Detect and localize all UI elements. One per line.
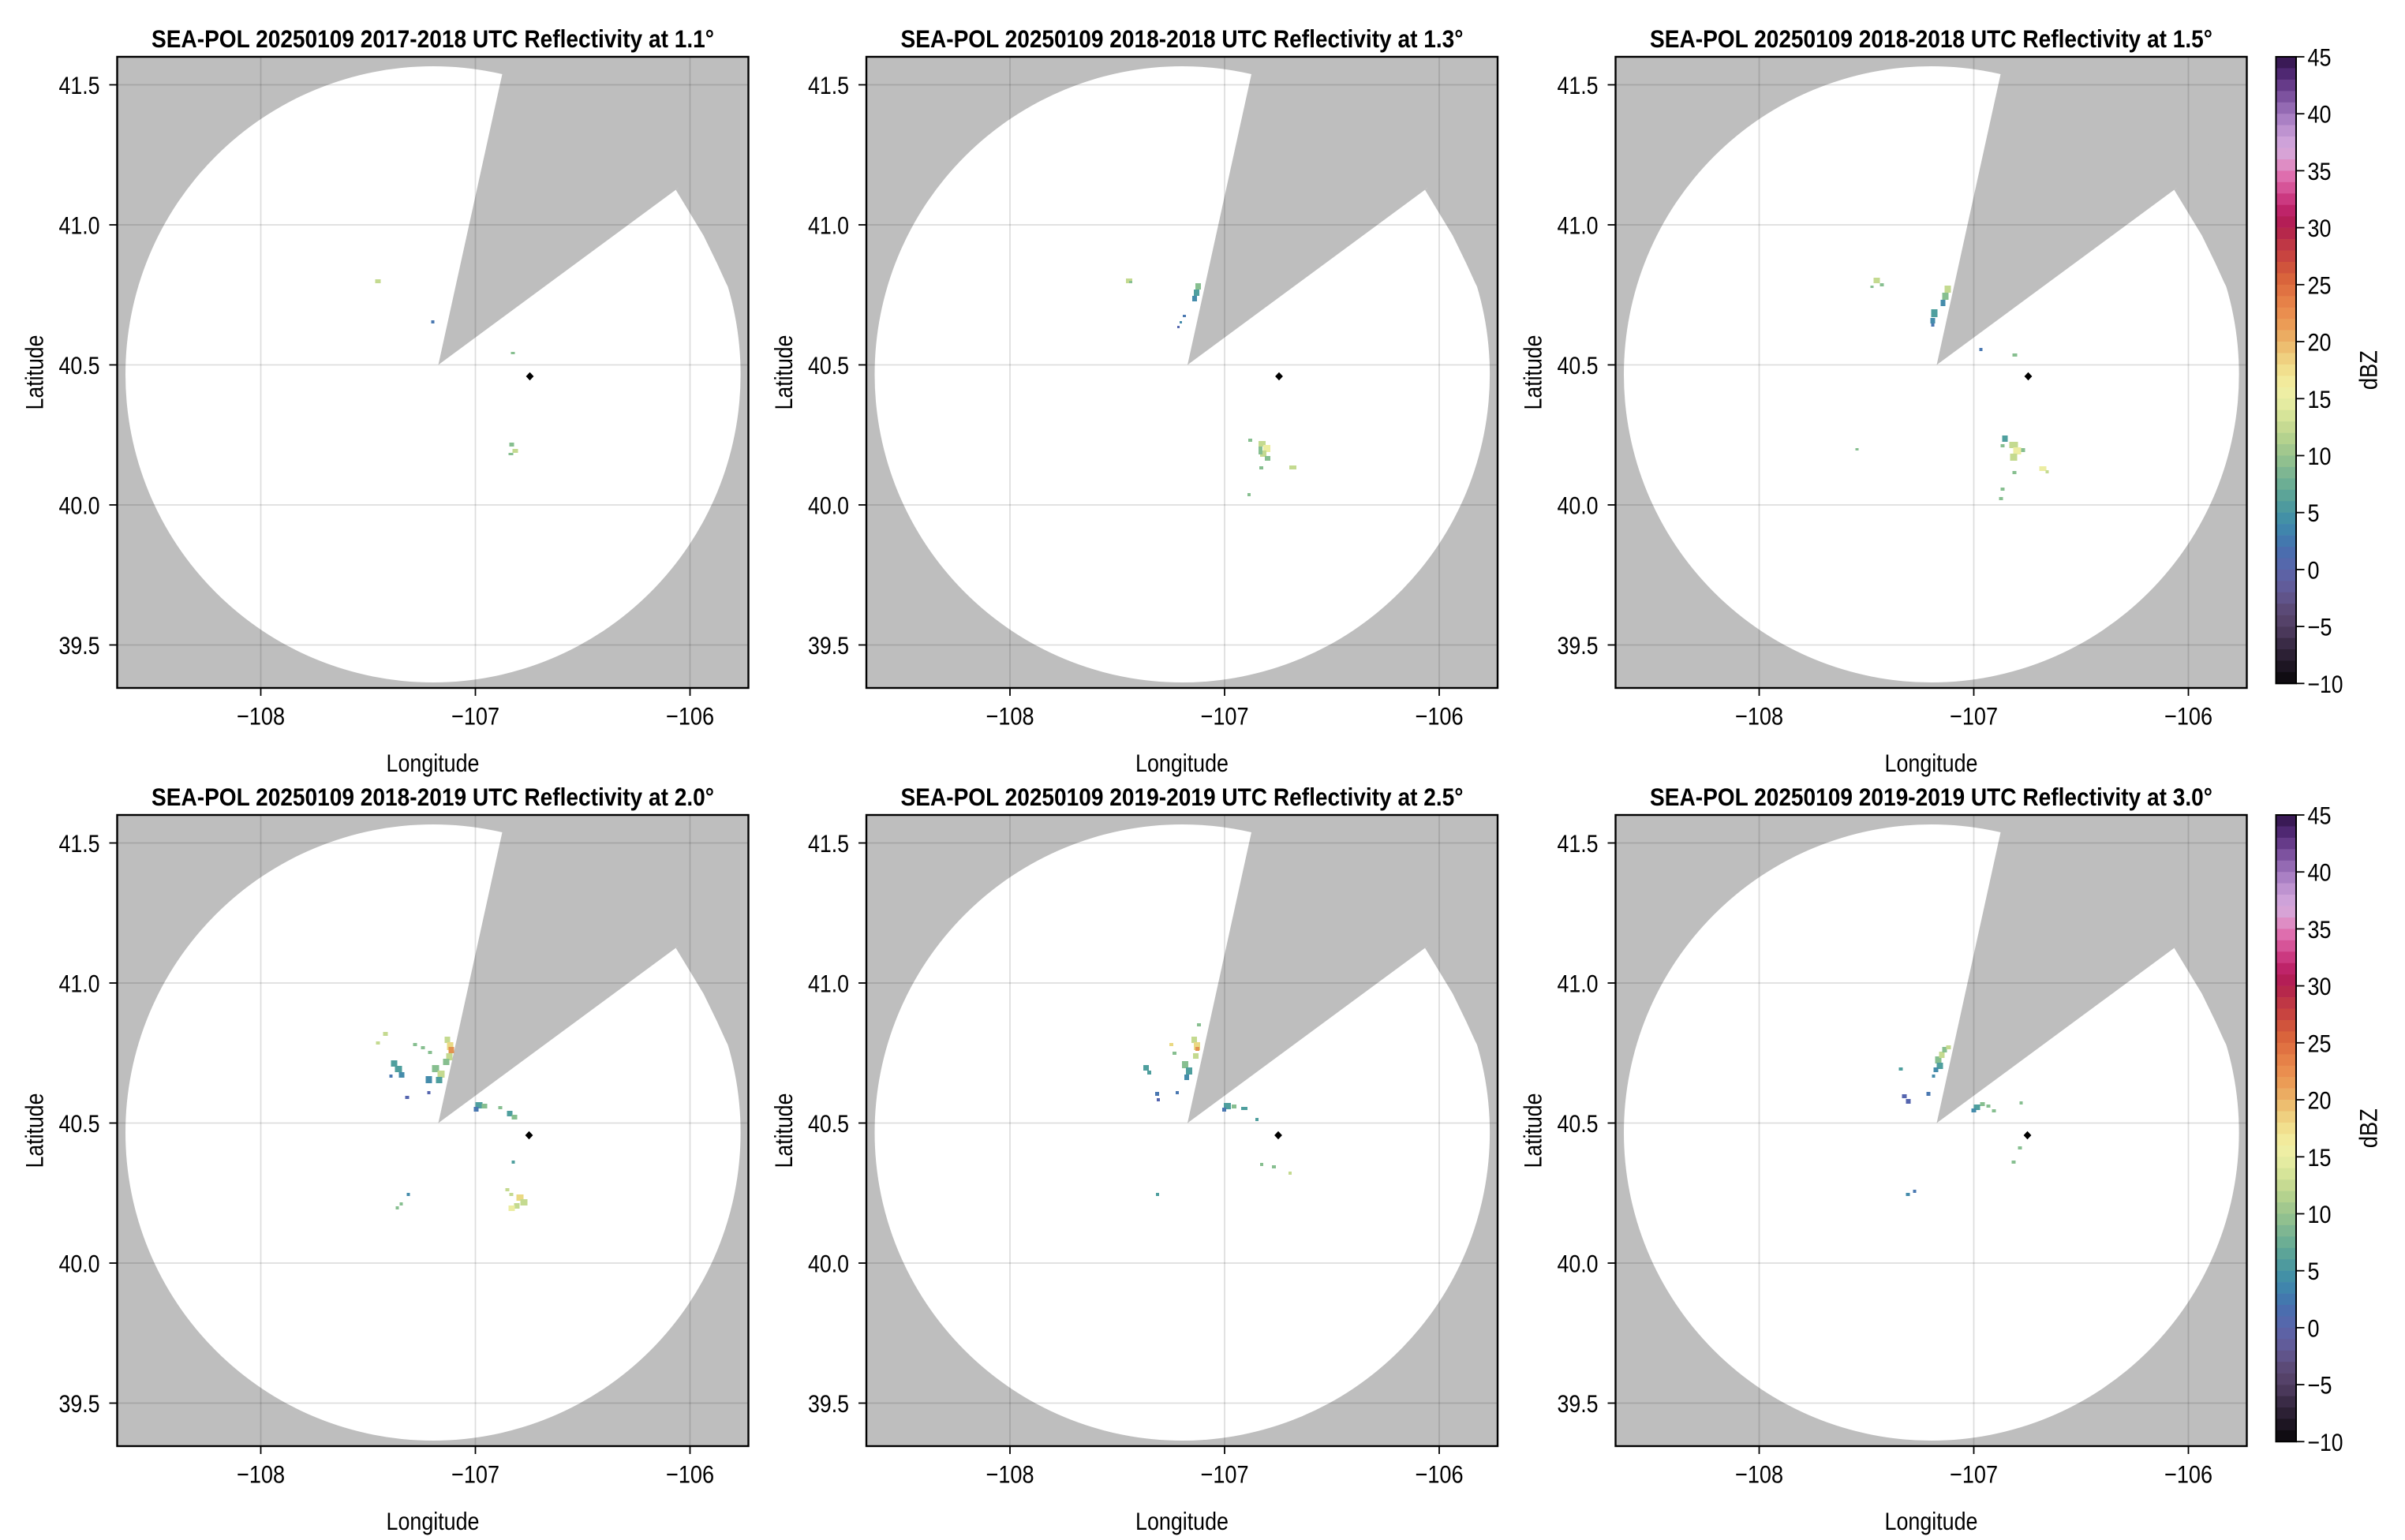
svg-text:−107: −107 (1950, 702, 1998, 731)
svg-text:15: 15 (2308, 385, 2332, 413)
svg-text:35: 35 (2308, 157, 2332, 185)
svg-text:45: 45 (2308, 43, 2332, 72)
svg-text:−108: −108 (986, 1460, 1034, 1489)
svg-text:40.5: 40.5 (1558, 351, 1599, 379)
svg-text:−106: −106 (2164, 702, 2212, 731)
svg-text:−107: −107 (451, 702, 499, 731)
svg-text:39.5: 39.5 (808, 1389, 849, 1418)
svg-text:15: 15 (2308, 1143, 2332, 1172)
svg-text:40.0: 40.0 (59, 492, 100, 520)
svg-text:−10: −10 (2308, 670, 2343, 698)
svg-text:0: 0 (2308, 555, 2320, 584)
svg-text:41.5: 41.5 (1558, 829, 1599, 858)
svg-text:Latitude: Latitude (21, 1093, 49, 1168)
svg-text:40.0: 40.0 (59, 1250, 100, 1278)
svg-text:−5: −5 (2308, 613, 2332, 641)
svg-text:39.5: 39.5 (808, 631, 849, 660)
svg-text:40: 40 (2308, 100, 2332, 129)
svg-text:−108: −108 (1735, 1460, 1783, 1489)
svg-text:40.5: 40.5 (808, 1109, 849, 1138)
svg-text:41.0: 41.0 (808, 970, 849, 998)
svg-text:Longitude: Longitude (1135, 749, 1229, 777)
svg-text:SEA-POL 20250109 2019-2019 UTC: SEA-POL 20250109 2019-2019 UTC Reflectiv… (1650, 783, 2212, 811)
svg-text:−106: −106 (1416, 1460, 1464, 1489)
svg-text:41.0: 41.0 (59, 970, 100, 998)
svg-text:Latitude: Latitude (1519, 335, 1547, 410)
svg-text:SEA-POL 20250109 2017-2018 UTC: SEA-POL 20250109 2017-2018 UTC Reflectiv… (151, 24, 714, 53)
svg-text:−106: −106 (666, 1460, 714, 1489)
svg-text:40.0: 40.0 (808, 492, 849, 520)
svg-text:40.5: 40.5 (1558, 1109, 1599, 1138)
svg-text:41.0: 41.0 (1558, 211, 1599, 240)
svg-text:20: 20 (2308, 1086, 2332, 1115)
svg-text:40.0: 40.0 (1558, 492, 1599, 520)
svg-text:40.0: 40.0 (1558, 1250, 1599, 1278)
svg-text:40.5: 40.5 (59, 351, 100, 379)
svg-text:Longitude: Longitude (1885, 1507, 1978, 1535)
svg-text:dBZ: dBZ (2355, 1108, 2383, 1148)
svg-text:30: 30 (2308, 972, 2332, 1000)
svg-text:−108: −108 (986, 702, 1034, 731)
svg-text:dBZ: dBZ (2355, 350, 2383, 390)
svg-text:Latitude: Latitude (769, 335, 798, 410)
svg-text:41.5: 41.5 (59, 829, 100, 858)
svg-text:SEA-POL 20250109 2019-2019 UTC: SEA-POL 20250109 2019-2019 UTC Reflectiv… (901, 783, 1464, 811)
svg-text:−106: −106 (1416, 702, 1464, 731)
svg-text:Latitude: Latitude (1519, 1093, 1547, 1168)
svg-text:5: 5 (2308, 1257, 2320, 1285)
svg-text:5: 5 (2308, 499, 2320, 527)
svg-text:25: 25 (2308, 271, 2332, 299)
svg-text:41.5: 41.5 (808, 71, 849, 99)
svg-text:−107: −107 (1950, 1460, 1998, 1489)
svg-text:SEA-POL 20250109 2018-2019 UTC: SEA-POL 20250109 2018-2019 UTC Reflectiv… (151, 783, 714, 811)
svg-text:10: 10 (2308, 442, 2332, 470)
svg-text:Longitude: Longitude (1135, 1507, 1229, 1535)
svg-text:20: 20 (2308, 328, 2332, 357)
svg-text:39.5: 39.5 (59, 1389, 100, 1418)
svg-text:39.5: 39.5 (1558, 631, 1599, 660)
svg-text:−106: −106 (2164, 1460, 2212, 1489)
svg-text:SEA-POL 20250109 2018-2018 UTC: SEA-POL 20250109 2018-2018 UTC Reflectiv… (901, 24, 1464, 53)
svg-text:10: 10 (2308, 1200, 2332, 1228)
svg-text:41.5: 41.5 (59, 71, 100, 99)
svg-text:Latitude: Latitude (769, 1093, 798, 1168)
svg-text:−108: −108 (1735, 702, 1783, 731)
svg-text:41.0: 41.0 (808, 211, 849, 240)
svg-text:Longitude: Longitude (387, 749, 480, 777)
svg-text:−108: −108 (237, 702, 285, 731)
svg-text:25: 25 (2308, 1029, 2332, 1057)
svg-text:−107: −107 (1201, 1460, 1249, 1489)
svg-text:41.5: 41.5 (808, 829, 849, 858)
svg-text:−107: −107 (451, 1460, 499, 1489)
svg-text:40.5: 40.5 (59, 1109, 100, 1138)
svg-text:0: 0 (2308, 1314, 2320, 1342)
svg-text:−10: −10 (2308, 1428, 2343, 1456)
svg-text:SEA-POL 20250109 2018-2018 UTC: SEA-POL 20250109 2018-2018 UTC Reflectiv… (1650, 24, 2212, 53)
svg-text:40: 40 (2308, 858, 2332, 887)
svg-text:−106: −106 (666, 702, 714, 731)
svg-text:−107: −107 (1201, 702, 1249, 731)
svg-text:41.5: 41.5 (1558, 71, 1599, 99)
svg-text:39.5: 39.5 (1558, 1389, 1599, 1418)
svg-text:Longitude: Longitude (387, 1507, 480, 1535)
svg-text:41.0: 41.0 (59, 211, 100, 240)
svg-text:Longitude: Longitude (1885, 749, 1978, 777)
svg-text:39.5: 39.5 (59, 631, 100, 660)
svg-text:41.0: 41.0 (1558, 970, 1599, 998)
svg-text:45: 45 (2308, 802, 2332, 830)
svg-text:Latitude: Latitude (21, 335, 49, 410)
svg-text:−108: −108 (237, 1460, 285, 1489)
svg-text:30: 30 (2308, 214, 2332, 242)
svg-text:−5: −5 (2308, 1371, 2332, 1400)
svg-text:35: 35 (2308, 915, 2332, 944)
svg-text:40.5: 40.5 (808, 351, 849, 379)
svg-text:40.0: 40.0 (808, 1250, 849, 1278)
